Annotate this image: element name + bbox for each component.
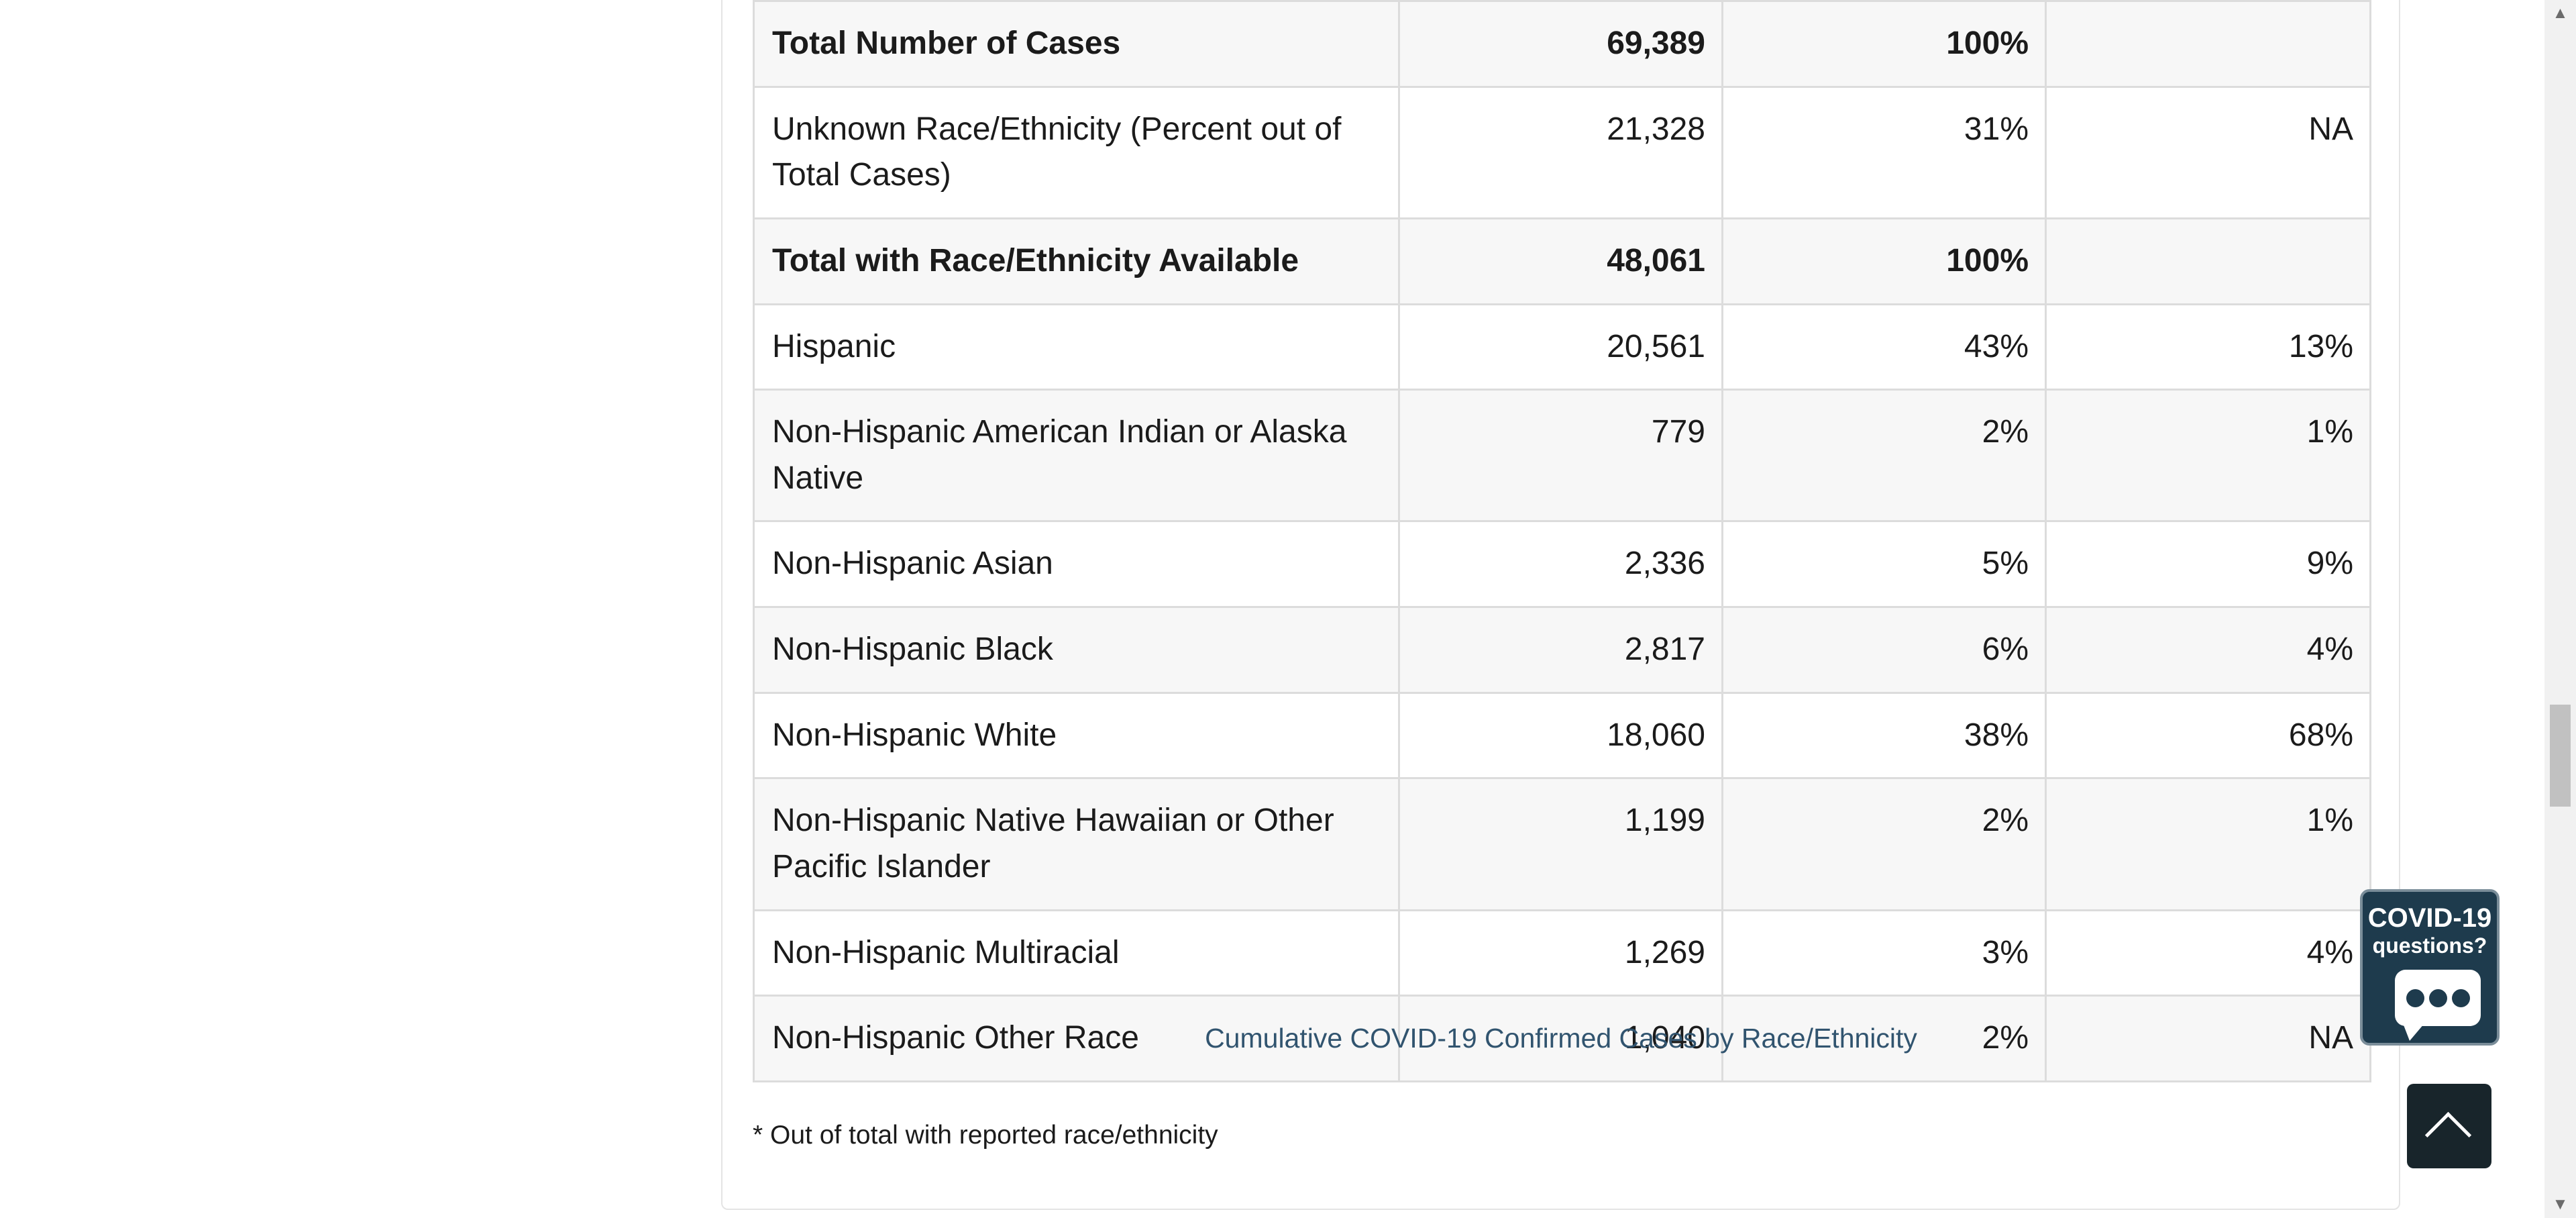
case-percent-cell: 38% [1721, 691, 2047, 780]
table-row: Total Number of Cases 69,389 100% [753, 0, 2371, 88]
table-row: Non-Hispanic White 18,060 38% 68% [753, 691, 2371, 780]
case-count-cell: 1,040 [1398, 995, 1723, 1082]
case-percent-cell: 2% [1721, 777, 2047, 911]
case-count-cell: 1,199 [1398, 777, 1723, 911]
case-percent-cell: 43% [1721, 303, 2047, 391]
row-label-cell: Non-Hispanic White [753, 691, 1400, 780]
case-count-cell: 20,561 [1398, 303, 1723, 391]
case-count-cell: 779 [1398, 389, 1723, 523]
case-count-cell: 69,389 [1398, 0, 1723, 88]
back-to-top-button[interactable] [2407, 1084, 2491, 1168]
covid-questions-chat-button[interactable]: COVID-19 questions? [2360, 889, 2500, 1046]
row-label-cell: Hispanic [753, 303, 1400, 391]
table-row: Non-Hispanic American Indian or Alaska N… [753, 389, 2371, 523]
case-count-cell: 18,060 [1398, 691, 1723, 780]
chat-title: COVID-19 [2367, 903, 2492, 933]
row-label-cell: Non-Hispanic American Indian or Alaska N… [753, 389, 1400, 523]
row-label-cell: Non-Hispanic Asian [753, 520, 1400, 608]
population-percent-cell: 13% [2045, 303, 2371, 391]
row-label-cell: Non-Hispanic Native Hawaiian or Other Pa… [753, 777, 1400, 911]
vertical-scrollbar[interactable]: ▲ ▼ [2544, 0, 2576, 1218]
row-label-cell: Unknown Race/Ethnicity (Percent out of T… [753, 85, 1400, 219]
population-percent-cell [2045, 217, 2371, 305]
cases-table: Total Number of Cases 69,389 100% Unknown R… [753, 0, 2371, 1082]
footnote: * Out of total with reported race/ethnic… [753, 1121, 1218, 1150]
table-row: Non-Hispanic Black 2,817 6% 4% [753, 606, 2371, 694]
row-label-cell: Total with Race/Ethnicity Available [753, 217, 1400, 305]
case-percent-cell: 2% [1721, 389, 2047, 523]
row-label-cell: Non-Hispanic Other Race [753, 995, 1400, 1082]
case-percent-cell: 100% [1721, 0, 2047, 88]
chat-subtitle: questions? [2372, 933, 2487, 958]
table-row: Non-Hispanic Asian 2,336 5% 9% [753, 520, 2371, 608]
case-count-cell: 21,328 [1398, 85, 1723, 219]
case-percent-cell: 5% [1721, 520, 2047, 608]
scroll-up-arrow-icon[interactable]: ▲ [2552, 4, 2569, 22]
table-row: Total with Race/Ethnicity Available 48,06… [753, 217, 2371, 305]
table-row: Non-Hispanic Multiracial 1,269 3% 4% [753, 909, 2371, 997]
speech-bubble-icon [2395, 970, 2481, 1041]
case-count-cell: 1,269 [1398, 909, 1723, 997]
table-row: Non-Hispanic Other Race 1,040 2% NA [753, 995, 2371, 1082]
population-percent-cell: NA [2045, 995, 2371, 1082]
case-count-cell: 48,061 [1398, 217, 1723, 305]
population-percent-cell: 1% [2045, 389, 2371, 523]
case-percent-cell: 2% [1721, 995, 2047, 1082]
scroll-down-arrow-icon[interactable]: ▼ [2552, 1195, 2569, 1213]
population-percent-cell: 9% [2045, 520, 2371, 608]
population-percent-cell: 68% [2045, 691, 2371, 780]
case-percent-cell: 31% [1721, 85, 2047, 219]
population-percent-cell [2045, 0, 2371, 88]
scrollbar-thumb[interactable] [2550, 705, 2571, 807]
population-percent-cell: 4% [2045, 606, 2371, 694]
content-card [721, 0, 2400, 1210]
case-count-cell: 2,336 [1398, 520, 1723, 608]
table-row: Non-Hispanic Native Hawaiian or Other Pa… [753, 777, 2371, 911]
case-percent-cell: 3% [1721, 909, 2047, 997]
case-percent-cell: 100% [1721, 217, 2047, 305]
table-caption: Cumulative COVID-19 Confirmed Cases by R… [1205, 1023, 1917, 1054]
population-percent-cell: NA [2045, 85, 2371, 219]
row-label-cell: Non-Hispanic Black [753, 606, 1400, 694]
row-label-cell: Non-Hispanic Multiracial [753, 909, 1400, 997]
case-percent-cell: 6% [1721, 606, 2047, 694]
population-percent-cell: 1% [2045, 777, 2371, 911]
chevron-up-icon [2424, 1111, 2472, 1159]
population-percent-cell: 4% [2045, 909, 2371, 997]
table-row: Hispanic 20,561 43% 13% [753, 303, 2371, 391]
row-label-cell: Total Number of Cases [753, 0, 1400, 88]
table-row: Unknown Race/Ethnicity (Percent out of T… [753, 85, 2371, 219]
case-count-cell: 2,817 [1398, 606, 1723, 694]
